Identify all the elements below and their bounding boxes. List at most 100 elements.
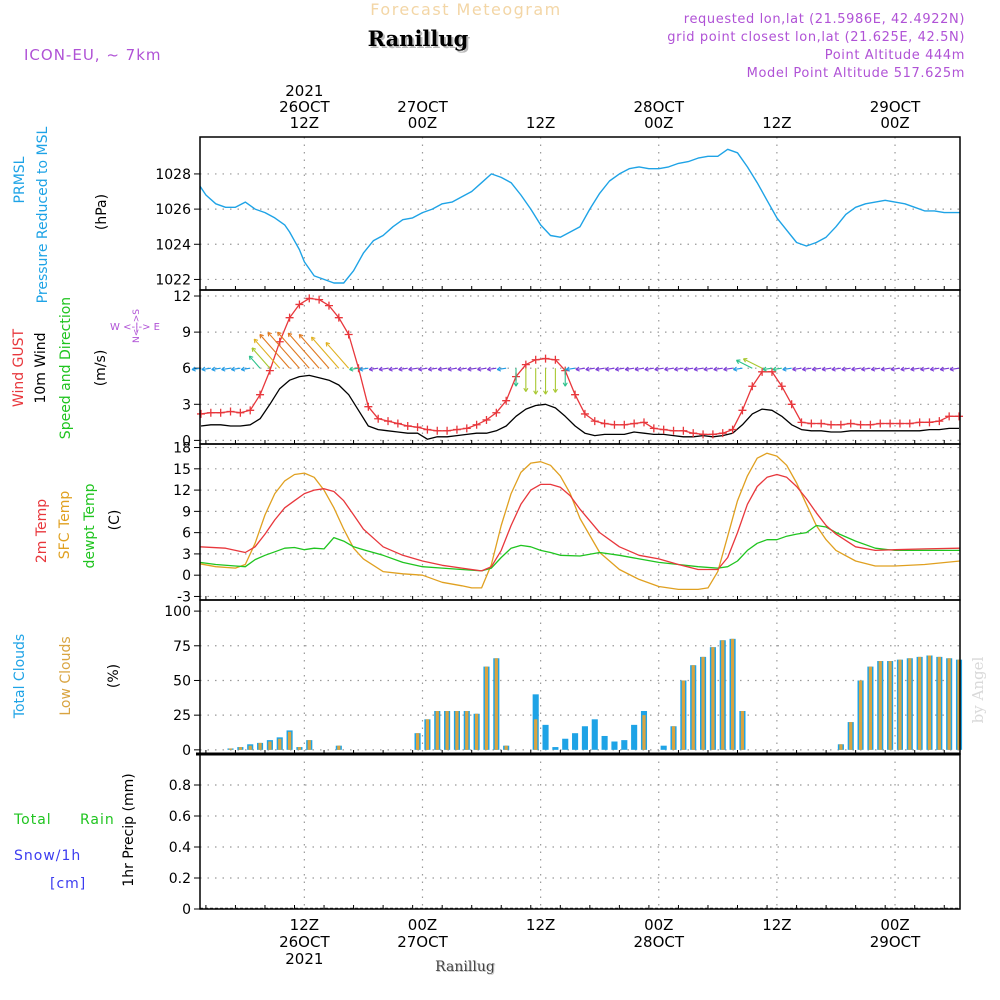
gust-marker [216,408,225,417]
gust-marker [817,419,826,428]
wind-arrow-head [949,366,954,372]
wind-arrow-head [251,347,257,352]
wind-direction-arrow [733,367,743,371]
wind-arrow-head [248,355,254,361]
requested-coords: requested lon,lat (21.5986E, 42.4922N) [684,12,965,27]
wind-arrow-head [792,366,797,372]
bottom-time-label: 26OCT [279,933,330,951]
wind-direction-arrow [861,367,871,371]
bar-low-clouds [878,661,882,750]
gust-marker [669,426,678,435]
wind-arrow-head [221,366,226,372]
precip-panel: 0 0.2 0.4 0.6 0.8 [169,752,961,918]
bar-total-clouds [611,741,618,750]
bar-low-clouds [475,713,479,750]
wind-direction-arrow [378,367,389,371]
top-time-label: 12Z [290,114,319,132]
wind-arrow-head [735,359,741,364]
wind-arrow-head [605,366,610,372]
bar-low-clouds [927,655,932,750]
wind-arrow-head [231,366,236,372]
gust-marker [728,425,737,434]
gust-marker [334,313,343,322]
temp-unit: (C) [107,510,123,531]
wind-arrow-head [595,366,600,372]
wind-arrow-head [358,366,364,372]
panel-frame [199,599,961,755]
bottom-time-label: 12Z [526,916,555,934]
gust-marker [777,382,786,391]
y-tick-label: 0 [182,743,191,759]
wind-arrow-head [211,366,216,372]
y-tick-label: 18 [173,441,191,457]
wind-arrow-head [565,366,570,372]
wind-direction-arrow [851,367,861,371]
wind-arrow-head [841,366,846,372]
gridpoint-coords: grid point closest lon,lat (21.625E, 42.… [667,30,965,45]
precip-label-snow: Snow/1h [14,848,81,864]
wind-arrow-head [693,366,698,372]
bar-low-clouds [238,747,242,750]
model-label: ICON-EU, ~ 7km [24,46,162,64]
wind-ylabel-gust: Wind GUST [11,328,27,407]
gust-marker [285,313,294,322]
temp-ylabel-sfc: SFC Temp [57,491,73,560]
wind-arrow-head [575,366,580,372]
wind-arrow-head [801,366,807,372]
wind-arrow-head [782,366,787,372]
gust-marker [374,414,383,423]
wind-direction-arrow [674,367,684,371]
gust-marker [639,418,648,427]
wind-arrow-head [723,366,728,372]
top-time-label: 27OCT [397,98,448,116]
bar-low-clouds [228,748,233,750]
precip-label-rain: Rain [80,812,115,828]
gust-marker [590,417,599,426]
wind-direction-arrow [253,338,281,369]
wind-arrow-head [467,366,472,372]
wind-direction-arrow [841,367,851,371]
wind-arrow-head [408,366,413,372]
bar-low-clouds [642,715,646,750]
clouds-ylabel-low: Low Clouds [58,636,74,715]
wind-direction-arrow [201,367,211,371]
bar-low-clouds [465,710,469,750]
gust-marker [571,390,580,399]
bar-low-clouds [534,719,538,750]
point-altitude: Point Altitude 444m [825,48,965,63]
wind-direction-arrow [428,367,438,371]
wind-arrow-head [772,366,777,372]
gust-marker [443,426,452,435]
wind-arrow-head [929,366,935,372]
gust-marker [482,415,491,424]
bar-low-clouds [849,722,853,750]
wind-arrow-head [851,366,856,372]
wind-direction-arrow [259,334,290,369]
wind-arrow-head [831,366,836,372]
wind-direction-arrow [388,367,398,371]
bar-low-clouds [268,741,272,750]
wind-arrow-head [644,366,649,372]
wind-arrow-head [634,366,639,372]
wind-direction-arrow [325,342,350,369]
location-title: Ranillug [368,26,469,51]
bar-low-clouds [947,658,951,750]
precip-label-snow-unit: [cm] [50,876,86,892]
wind-arrow-head [191,366,196,372]
temp-ylabel-dewpt: dewpt Temp [82,483,98,568]
wind-arrow-head [713,366,718,372]
top-time-label: 00Z [644,114,673,132]
y-tick-label: 1026 [155,202,191,218]
gust-marker [256,390,265,399]
y-tick-label: 0.2 [169,871,191,887]
wind-direction-arrow [940,367,950,371]
gust-marker [895,419,904,428]
wind-direction-arrow [585,367,595,371]
bar-low-clouds [504,745,508,750]
gust-marker [315,295,324,304]
wind-arrow-head [378,366,383,372]
bar-low-clouds [898,659,902,750]
wind-arrow-head [664,366,669,372]
wind-arrow-head [674,366,679,372]
bar-low-clouds [297,747,302,750]
